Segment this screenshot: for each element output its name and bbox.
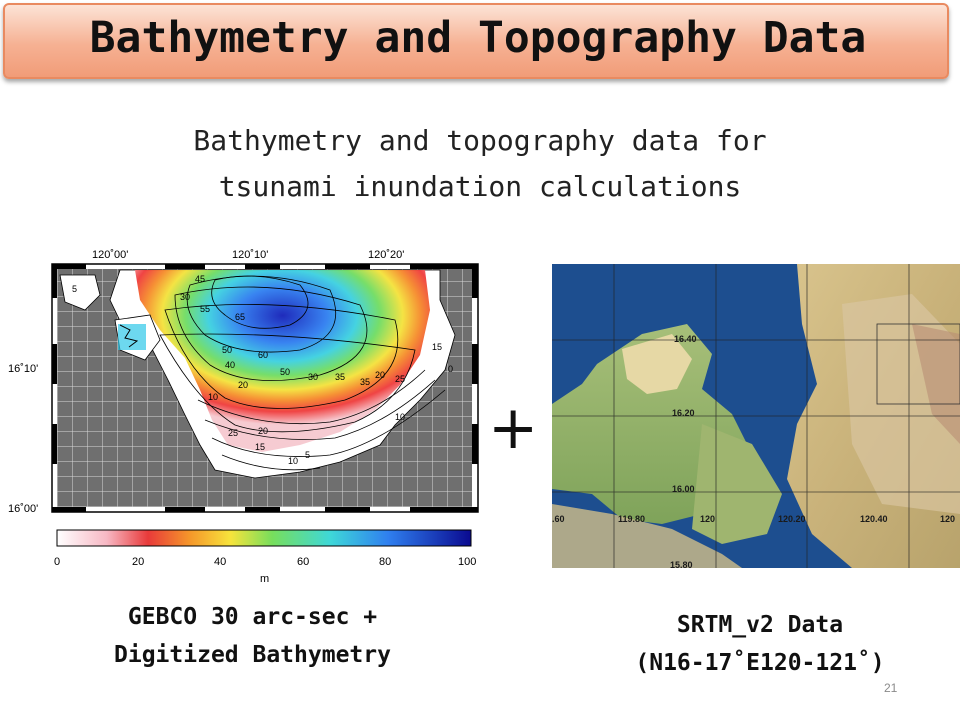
tick-label: 120˚20' xyxy=(368,249,404,261)
left-caption: GEBCO 30 arc-sec + Digitized Bathymetry xyxy=(60,598,445,674)
contour-label: 25 xyxy=(395,374,405,384)
colorbar-tick: 20 xyxy=(132,556,144,568)
slide-title: Bathymetry and Topography Data xyxy=(89,13,867,63)
contour-label: 30 xyxy=(308,372,318,382)
lon-label: 120 xyxy=(700,514,715,524)
contour-label: 35 xyxy=(335,372,345,382)
tick-label: 16˚10' xyxy=(8,363,38,375)
title-banner: Bathymetry and Topography Data xyxy=(3,3,949,79)
left-caption-line-1: GEBCO 30 arc-sec + xyxy=(127,604,378,630)
lon-label: .60 xyxy=(552,514,565,524)
lat-label: 16.40 xyxy=(674,334,697,344)
right-caption-line-1: SRTM_v2 Data xyxy=(676,612,844,638)
srtm-map: 16.40 16.20 16.00 15.80 .60 119.80 120 1… xyxy=(552,264,960,568)
contour-label: 15 xyxy=(432,342,442,352)
contour-label: 35 xyxy=(360,377,370,387)
colorbar-tick: 60 xyxy=(297,556,309,568)
left-caption-line-2: Digitized Bathymetry xyxy=(114,642,391,668)
contour-label: 55 xyxy=(200,304,210,314)
contour-label: 20 xyxy=(258,426,268,436)
colorbar-tick: 100 xyxy=(458,556,476,568)
contour-label: 10 xyxy=(288,456,298,466)
contour-label: 20 xyxy=(375,370,385,380)
tick-label: 120˚00' xyxy=(92,249,128,261)
lat-label: 16.00 xyxy=(672,484,695,494)
contour-label: 10 xyxy=(395,412,405,422)
lon-label: 120.40 xyxy=(860,514,888,524)
contour-label: 50 xyxy=(280,367,290,377)
contour-label: 0 xyxy=(448,364,453,374)
contour-label: 15 xyxy=(255,442,265,452)
colorbar-tick: 40 xyxy=(214,556,226,568)
contour-label: 20 xyxy=(238,380,248,390)
subtitle-line-1: Bathymetry and topography data for xyxy=(193,124,767,157)
lon-label: 119.80 xyxy=(618,514,645,524)
lon-label: 120.20 xyxy=(778,514,806,524)
colorbar-tick: 80 xyxy=(379,556,391,568)
contour-label: 45 xyxy=(195,274,205,284)
tick-label: 16˚00' xyxy=(8,503,38,515)
contour-label: 30 xyxy=(180,292,190,302)
lon-label: 120 xyxy=(940,514,955,524)
colorbar-unit: m xyxy=(260,573,269,585)
contour-label: 5 xyxy=(305,450,310,460)
lat-label: 15.80 xyxy=(670,560,693,568)
lat-label: 16.20 xyxy=(672,408,695,418)
bathymetry-map: 5 45 30 55 65 40 10 25 60 15 20 35 50 30… xyxy=(8,249,479,585)
contour-label: 40 xyxy=(225,360,235,370)
contour-label: 5 xyxy=(72,284,77,294)
contour-label: 25 xyxy=(228,428,238,438)
right-caption-line-2: (N16-17˚E120-121˚) xyxy=(635,650,885,676)
contour-label: 60 xyxy=(258,350,268,360)
colorbar-tick: 0 xyxy=(54,556,60,568)
colorbar xyxy=(56,529,472,547)
tick-label: 120˚10' xyxy=(232,249,268,261)
contour-label: 50 xyxy=(222,345,232,355)
plus-sign: + xyxy=(488,393,539,463)
right-caption: SRTM_v2 Data (N16-17˚E120-121˚) xyxy=(560,606,960,682)
page-number: 21 xyxy=(884,681,898,695)
subtitle-line-2: tsunami inundation calculations xyxy=(218,170,742,203)
contour-label: 10 xyxy=(208,392,218,402)
contour-label: 65 xyxy=(235,312,245,322)
